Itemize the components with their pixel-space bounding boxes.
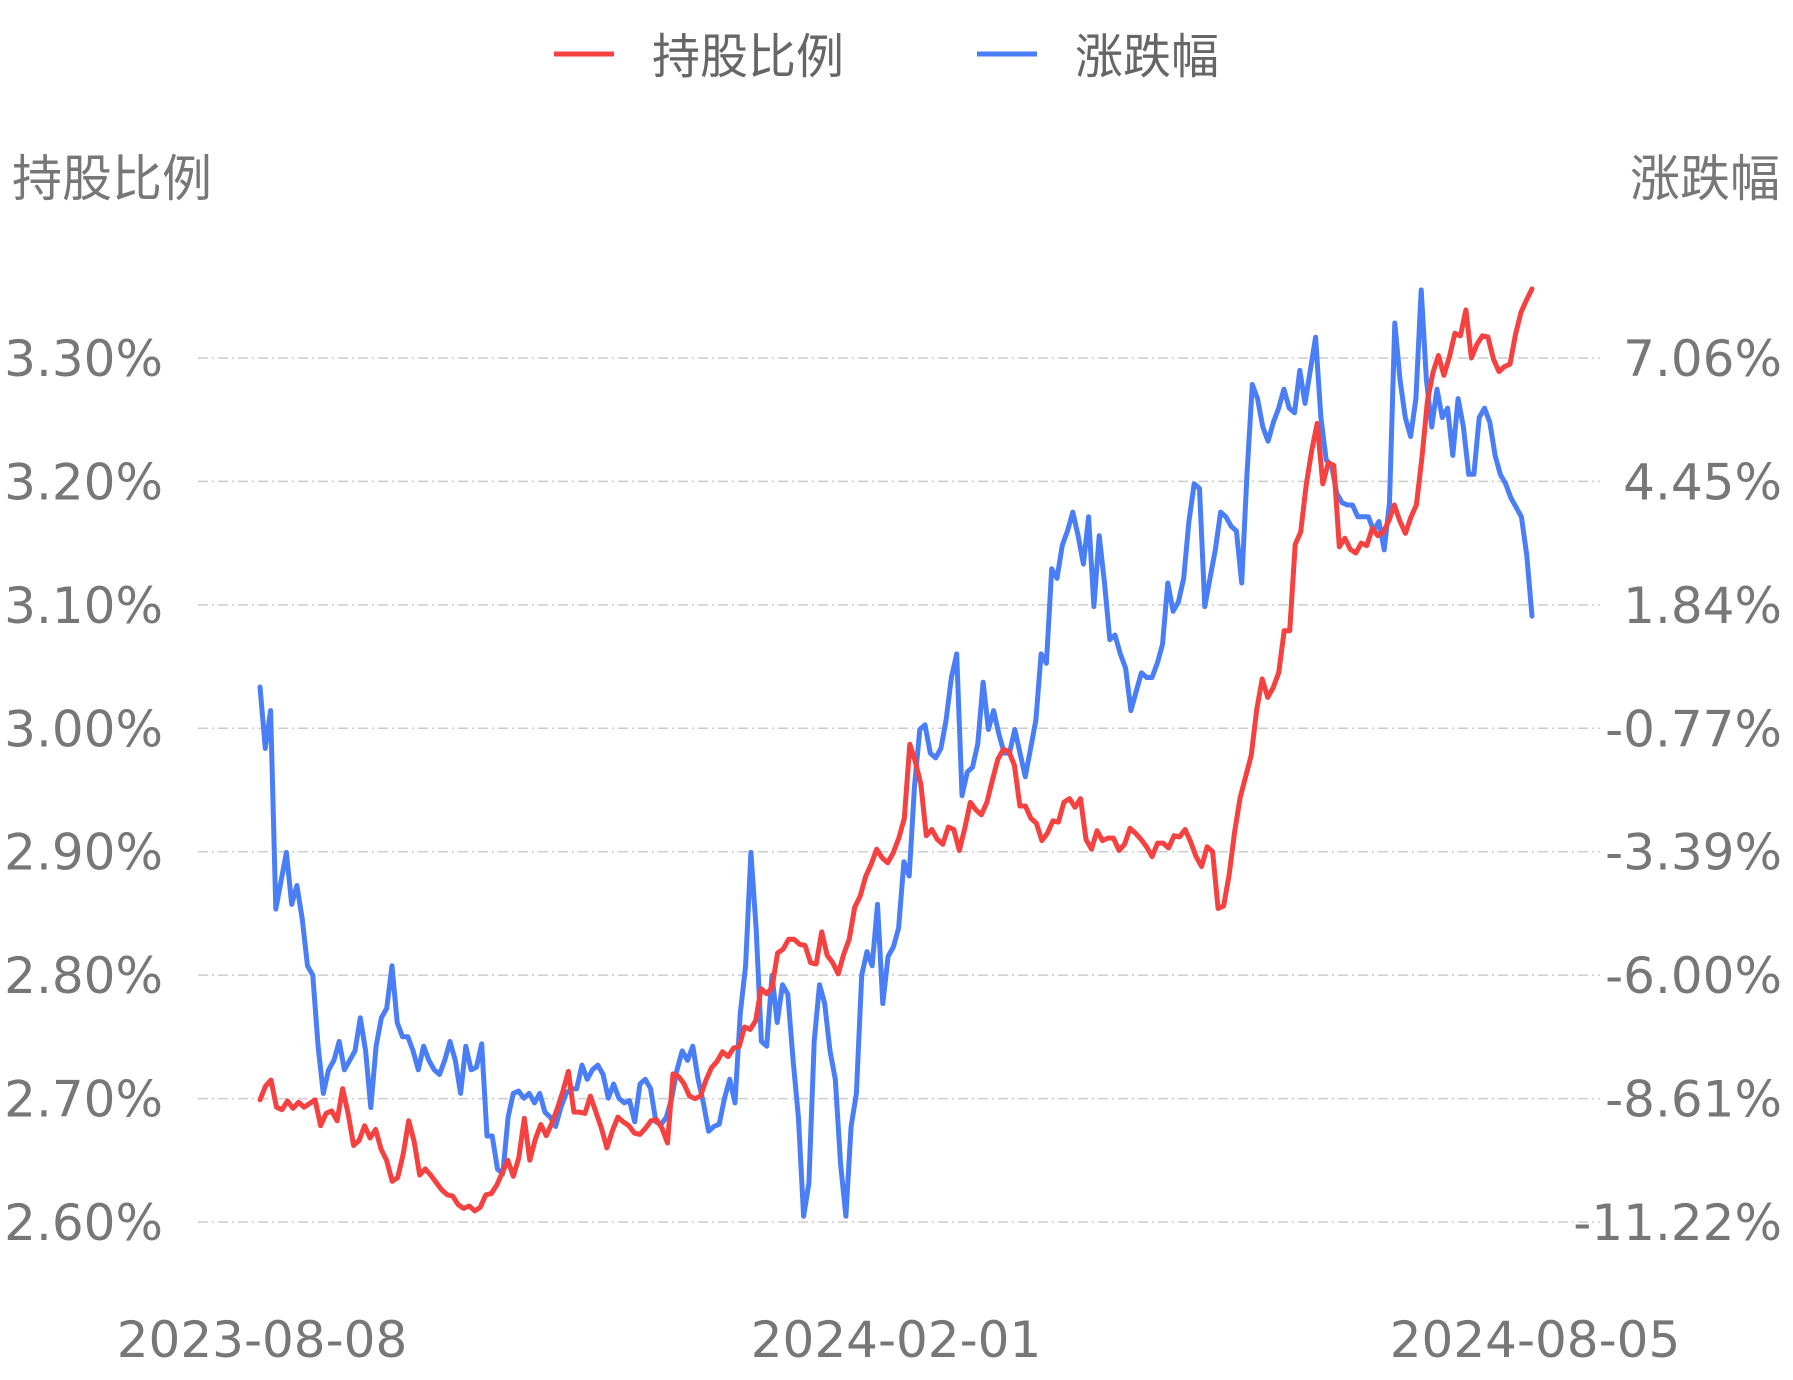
x-tick-label: 2023-08-08 (117, 1311, 408, 1369)
left-tick-label: 2.70% (4, 1071, 163, 1129)
left-axis-title: 持股比例 (12, 150, 212, 208)
series-line-holding-ratio (257, 286, 1535, 1214)
right-tick-label: -6.00% (1605, 947, 1782, 1005)
left-axis-ticks: 3.30% 3.20% 3.10% 3.00% 2.90% 2.80% 2.70% 2.60% (4, 330, 163, 1252)
right-axis-ticks: 7.06% 4.45% 1.84% -0.77% -3.39% -6.00% -8.61% -… (1573, 330, 1782, 1252)
right-tick-label: -11.22% (1573, 1194, 1782, 1252)
right-axis-title: 涨跌幅 (1630, 150, 1780, 208)
left-tick-label: 3.20% (4, 453, 163, 511)
left-tick-label: 2.80% (4, 947, 163, 1005)
right-tick-label: -0.77% (1605, 700, 1782, 758)
left-tick-label: 2.60% (4, 1194, 163, 1252)
right-tick-label: -3.39% (1605, 824, 1782, 882)
x-tick-label: 2024-02-01 (751, 1311, 1042, 1369)
left-tick-label: 3.10% (4, 577, 163, 635)
right-tick-label: -8.61% (1605, 1071, 1782, 1129)
right-tick-label: 4.45% (1623, 453, 1782, 511)
series-line-change (257, 287, 1535, 1219)
x-axis-ticks: 2023-08-08 2024-02-01 2024-08-05 (117, 1311, 1681, 1369)
legend: 持股比例 涨跌幅 (554, 29, 1219, 85)
right-tick-label: 7.06% (1623, 330, 1782, 388)
left-tick-label: 3.30% (4, 330, 163, 388)
left-tick-label: 2.90% (4, 824, 163, 882)
x-tick-label: 2024-08-05 (1390, 1311, 1681, 1369)
grid-lines (198, 357, 1600, 1223)
legend-label-change: 涨跌幅 (1075, 29, 1219, 85)
right-tick-label: 1.84% (1623, 577, 1782, 635)
legend-label-holding-ratio: 持股比例 (652, 29, 844, 85)
left-tick-label: 3.00% (4, 700, 163, 758)
